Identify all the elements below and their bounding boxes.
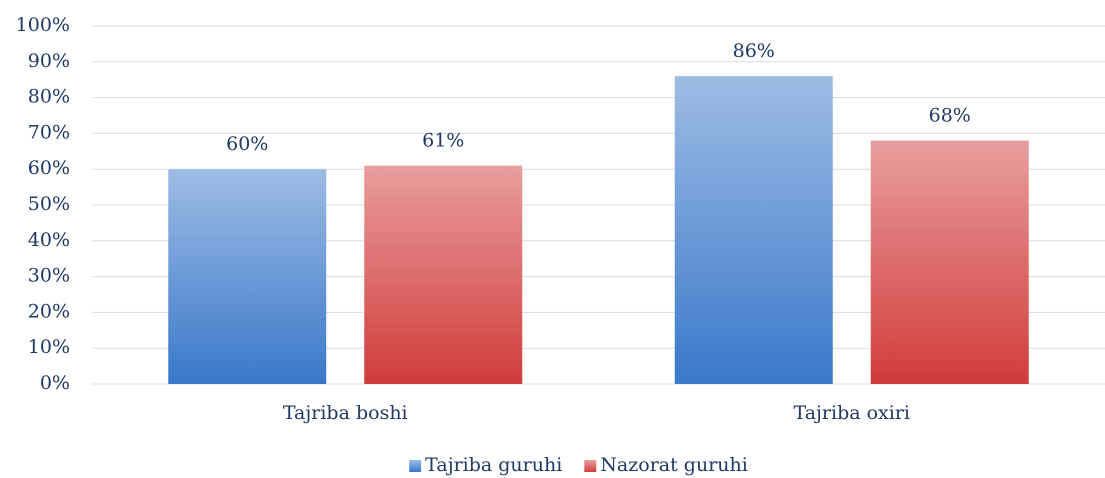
- legend: Tajriba guruhi Nazorat guruhi: [409, 454, 748, 476]
- bar: [674, 76, 833, 385]
- legend-swatch: [409, 460, 422, 472]
- legend-label: Nazorat guruhi: [600, 454, 748, 476]
- y-tick-label: 40%: [28, 229, 70, 251]
- data-label: 86%: [733, 40, 775, 62]
- y-tick-label: 80%: [28, 86, 70, 108]
- y-tick-label: 60%: [28, 157, 70, 179]
- bar: [168, 169, 327, 384]
- y-tick-label: 100%: [16, 14, 70, 36]
- y-tick-label: 90%: [28, 50, 70, 72]
- data-label: 60%: [226, 133, 268, 155]
- legend-swatch: [584, 460, 597, 472]
- y-tick-label: 10%: [28, 336, 70, 358]
- bar: [364, 165, 523, 384]
- x-tick-label: Tajriba oxiri: [794, 402, 911, 424]
- y-tick-label: 20%: [28, 300, 70, 322]
- y-tick-label: 30%: [28, 265, 70, 287]
- y-tick-label: 0%: [40, 372, 70, 394]
- x-tick-label: Tajriba boshi: [283, 402, 408, 424]
- data-label: 68%: [929, 105, 971, 127]
- y-tick-label: 50%: [28, 193, 70, 215]
- bar: [870, 140, 1029, 384]
- y-tick-label: 70%: [28, 121, 70, 143]
- data-label: 61%: [422, 130, 464, 152]
- legend-label: Tajriba guruhi: [425, 454, 562, 476]
